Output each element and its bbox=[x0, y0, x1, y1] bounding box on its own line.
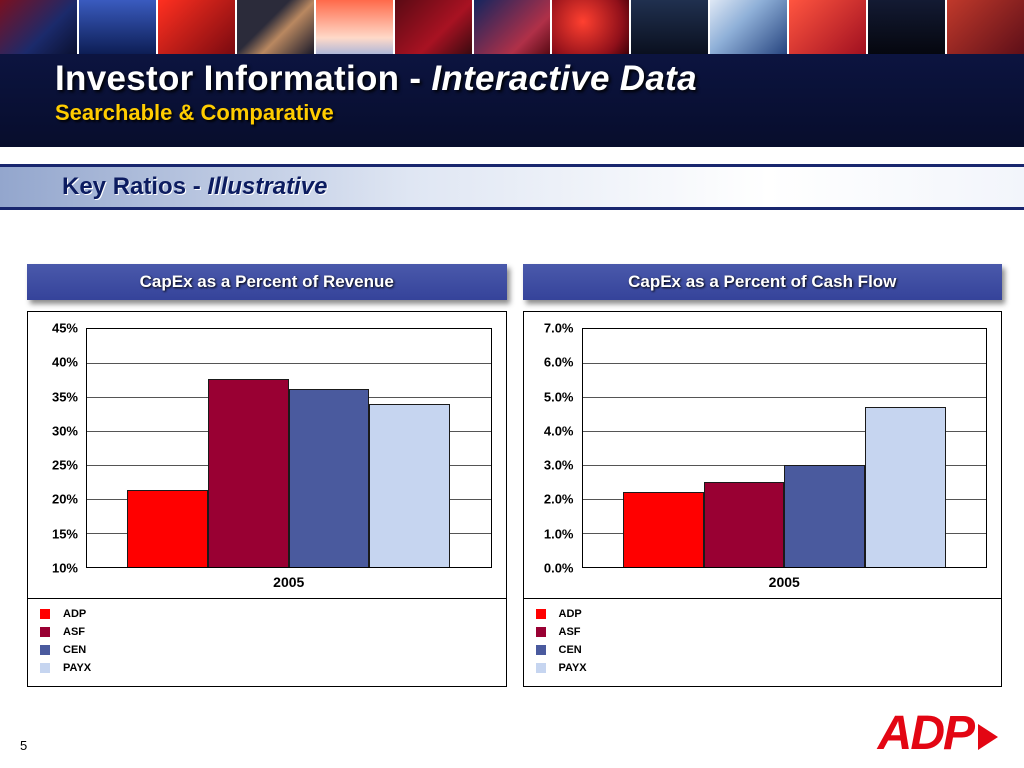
bar-adp bbox=[127, 490, 209, 567]
x-axis-label: 2005 bbox=[273, 574, 305, 590]
bar-cen bbox=[288, 388, 370, 567]
slide-title-emphasis: Interactive Data bbox=[431, 59, 697, 98]
y-tick-label: 7.0% bbox=[543, 320, 574, 336]
photo-tile bbox=[394, 0, 472, 54]
x-axis-label: 2005 bbox=[768, 574, 800, 590]
adp-logo-arrow-icon bbox=[978, 724, 998, 750]
section-band: Key Ratios - Illustrative bbox=[0, 164, 1024, 210]
section-title-emphasis: Illustrative bbox=[207, 173, 328, 200]
legend-item-payx: PAYX bbox=[40, 659, 506, 677]
legend-label: ASF bbox=[558, 626, 581, 638]
chart-title-banner: CapEx as a Percent of Cash Flow bbox=[522, 264, 1002, 300]
bar-cen bbox=[784, 465, 865, 567]
y-tick-label: 25% bbox=[51, 457, 78, 473]
y-axis: 45% 40% 35% 30% 25% 20% 15% 10% bbox=[34, 321, 86, 576]
photo-tile bbox=[0, 0, 77, 54]
photo-tile bbox=[947, 0, 1024, 54]
title-band: Investor Information - Interactive Data … bbox=[0, 54, 1024, 147]
slide-title: Investor Information - Interactive Data bbox=[55, 59, 1024, 99]
photo-tile bbox=[631, 0, 709, 54]
adp-logo-text: ADP bbox=[877, 707, 975, 760]
page-number: 5 bbox=[20, 738, 28, 753]
legend-item-cen: CEN bbox=[535, 641, 1002, 659]
chart-frame: 7.0% 6.0% 5.0% 4.0% 3.0% 2.0% 1.0% 0.0% 2005 AD… bbox=[522, 311, 1002, 687]
legend-swatch bbox=[40, 663, 50, 673]
legend-item-asf: ASF bbox=[535, 623, 1002, 641]
y-tick-label: 20% bbox=[51, 491, 78, 507]
plot-section: 7.0% 6.0% 5.0% 4.0% 3.0% 2.0% 1.0% 0.0% bbox=[524, 312, 1002, 576]
bar-group bbox=[583, 329, 987, 567]
photo-tile bbox=[315, 0, 393, 54]
photo-tile bbox=[78, 0, 156, 54]
plot-area bbox=[86, 328, 492, 568]
legend-swatch bbox=[40, 645, 50, 655]
gridline bbox=[582, 363, 986, 364]
y-tick-label: 30% bbox=[51, 423, 78, 439]
bar-payx bbox=[369, 403, 451, 567]
chart-frame: 45% 40% 35% 30% 25% 20% 15% 10% 2005 ADP ASF CEN P… bbox=[27, 311, 507, 687]
slide-subtitle: Searchable & Comparative bbox=[55, 100, 334, 125]
y-tick-label: 5.0% bbox=[543, 389, 574, 405]
photo-tile bbox=[789, 0, 867, 54]
y-tick-label: 10% bbox=[51, 560, 78, 576]
legend-label: ADP bbox=[558, 608, 582, 620]
chart-capex-revenue: CapEx as a Percent of Revenue 45% 40% 35% 3… bbox=[27, 264, 507, 687]
legend-item-cen: CEN bbox=[40, 641, 506, 659]
y-tick-label: 6.0% bbox=[543, 354, 574, 370]
y-tick-label: 15% bbox=[51, 526, 78, 542]
bar-payx bbox=[864, 407, 946, 567]
bar-asf bbox=[703, 482, 785, 567]
legend-swatch bbox=[535, 645, 546, 655]
y-axis: 7.0% 6.0% 5.0% 4.0% 3.0% 2.0% 1.0% 0.0% bbox=[530, 321, 582, 576]
bar-adp bbox=[622, 492, 704, 567]
photo-tile bbox=[157, 0, 235, 54]
y-tick-label: 40% bbox=[51, 354, 78, 370]
legend-label: CEN bbox=[63, 644, 87, 656]
gridline bbox=[582, 431, 986, 432]
photo-collage-strip bbox=[0, 0, 1024, 54]
photo-tile bbox=[473, 0, 551, 54]
y-tick-label: 2.0% bbox=[543, 491, 574, 507]
plot-area bbox=[581, 328, 987, 568]
adp-logo: ADP bbox=[878, 710, 998, 758]
photo-tile bbox=[710, 0, 788, 54]
legend-swatch bbox=[535, 609, 546, 619]
legend-label: PAYX bbox=[558, 662, 587, 674]
plot-section: 45% 40% 35% 30% 25% 20% 15% 10% bbox=[28, 312, 506, 576]
photo-tile bbox=[868, 0, 946, 54]
bar-group bbox=[87, 329, 491, 567]
photo-tile bbox=[552, 0, 630, 54]
legend: ADP ASF CEN PAYX bbox=[523, 598, 1002, 686]
legend-item-payx: PAYX bbox=[535, 659, 1002, 677]
y-tick-label: 3.0% bbox=[543, 457, 574, 473]
legend-item-asf: ASF bbox=[40, 623, 506, 641]
photo-tile bbox=[236, 0, 314, 54]
charts-row: CapEx as a Percent of Revenue 45% 40% 35% 3… bbox=[27, 264, 1002, 687]
chart-title-banner: CapEx as a Percent of Revenue bbox=[27, 264, 507, 300]
legend-label: ASF bbox=[63, 626, 85, 638]
legend-swatch bbox=[535, 663, 546, 673]
legend-label: CEN bbox=[558, 644, 582, 656]
y-tick-label: 1.0% bbox=[543, 526, 574, 542]
legend-swatch bbox=[535, 627, 546, 637]
y-tick-label: 35% bbox=[51, 389, 78, 405]
chart-capex-cashflow: CapEx as a Percent of Cash Flow 7.0% 6.0%… bbox=[522, 264, 1002, 687]
y-tick-label: 4.0% bbox=[543, 423, 574, 439]
bar-asf bbox=[208, 378, 289, 567]
section-title: Key Ratios - Illustrative bbox=[62, 173, 327, 201]
legend-swatch bbox=[40, 609, 50, 619]
band-gap bbox=[0, 147, 1024, 164]
legend-label: PAYX bbox=[63, 662, 92, 674]
legend-item-adp: ADP bbox=[535, 605, 1002, 623]
gridline bbox=[582, 397, 986, 398]
legend-swatch bbox=[40, 627, 50, 637]
section-title-main: Key Ratios - bbox=[62, 173, 208, 200]
y-tick-label: 45% bbox=[51, 320, 78, 336]
slide-title-main: Investor Information - bbox=[55, 59, 432, 98]
legend-label: ADP bbox=[63, 608, 87, 620]
legend-item-adp: ADP bbox=[40, 605, 506, 623]
gridline bbox=[87, 363, 491, 364]
y-tick-label: 0.0% bbox=[543, 560, 574, 576]
legend: ADP ASF CEN PAYX bbox=[28, 598, 506, 686]
